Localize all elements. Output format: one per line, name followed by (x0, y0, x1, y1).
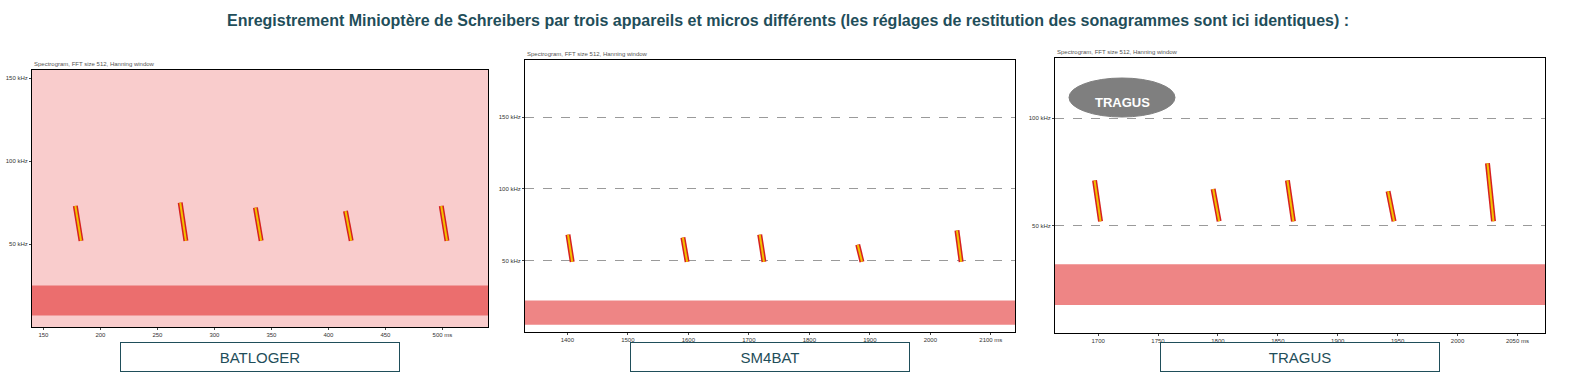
svg-text:1600: 1600 (682, 337, 696, 343)
svg-text:Spectrogram, FFT size 512, Han: Spectrogram, FFT size 512, Hanning windo… (527, 51, 648, 57)
svg-text:Spectrogram, FFT size 512, Han: Spectrogram, FFT size 512, Hanning windo… (1057, 49, 1178, 55)
svg-text:150 kHz: 150 kHz (499, 114, 521, 120)
svg-text:200: 200 (95, 332, 106, 338)
svg-text:Spectrogram, FFT size 512, Han: Spectrogram, FFT size 512, Hanning windo… (34, 61, 155, 67)
svg-text:50 kHz: 50 kHz (9, 241, 28, 247)
svg-text:1700: 1700 (742, 337, 756, 343)
svg-text:2050 ms: 2050 ms (1506, 338, 1529, 344)
svg-text:250: 250 (152, 332, 163, 338)
svg-text:1400: 1400 (561, 337, 575, 343)
svg-text:Enregistrement Minioptère de S: Enregistrement Minioptère de Schreibers … (227, 12, 1349, 29)
svg-text:1500: 1500 (621, 337, 635, 343)
svg-text:400: 400 (323, 332, 334, 338)
svg-text:TRAGUS: TRAGUS (1269, 349, 1332, 366)
svg-text:1950: 1950 (1391, 338, 1405, 344)
svg-text:350: 350 (266, 332, 277, 338)
svg-text:2100 ms: 2100 ms (979, 337, 1002, 343)
svg-text:450: 450 (380, 332, 391, 338)
svg-text:100 kHz: 100 kHz (499, 186, 521, 192)
svg-text:1750: 1750 (1151, 338, 1165, 344)
svg-text:1800: 1800 (1211, 338, 1225, 344)
svg-text:1700: 1700 (1091, 338, 1105, 344)
svg-text:100 kHz: 100 kHz (1029, 115, 1051, 121)
svg-text:150 kHz: 150 kHz (6, 75, 28, 81)
svg-text:BATLOGER: BATLOGER (220, 349, 301, 366)
svg-text:1900: 1900 (1331, 338, 1345, 344)
svg-text:1900: 1900 (863, 337, 877, 343)
svg-text:TRAGUS: TRAGUS (1095, 95, 1150, 110)
svg-text:1850: 1850 (1271, 338, 1285, 344)
svg-text:50 kHz: 50 kHz (502, 258, 521, 264)
svg-text:2000: 2000 (924, 337, 938, 343)
svg-text:50 kHz: 50 kHz (1032, 223, 1051, 229)
svg-text:150: 150 (38, 332, 49, 338)
svg-text:300: 300 (209, 332, 220, 338)
svg-text:1800: 1800 (803, 337, 817, 343)
svg-text:500 ms: 500 ms (433, 332, 453, 338)
svg-text:2000: 2000 (1451, 338, 1465, 344)
svg-text:SM4BAT: SM4BAT (741, 349, 800, 366)
svg-text:100 kHz: 100 kHz (6, 158, 28, 164)
